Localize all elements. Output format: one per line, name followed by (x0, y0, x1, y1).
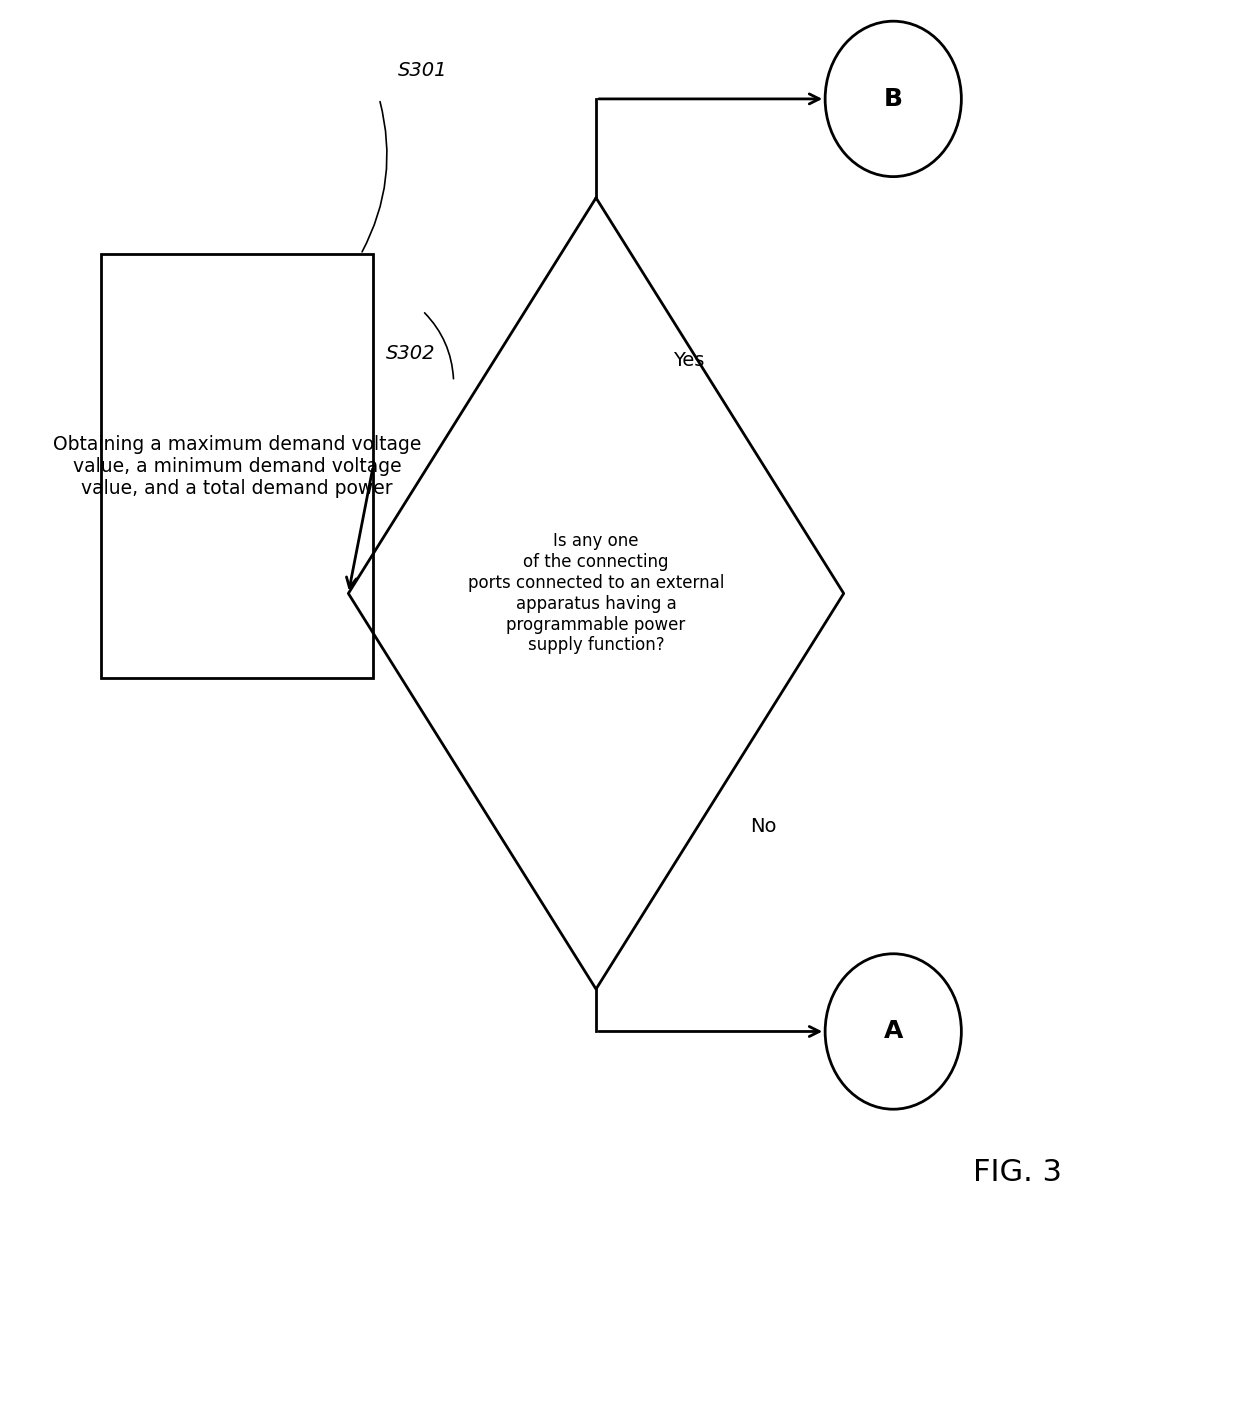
Text: S301: S301 (398, 61, 448, 81)
Text: Is any one
of the connecting
ports connected to an external
apparatus having a
p: Is any one of the connecting ports conne… (467, 533, 724, 654)
Text: FIG. 3: FIG. 3 (972, 1159, 1061, 1187)
FancyBboxPatch shape (100, 254, 373, 678)
Text: B: B (884, 88, 903, 110)
Text: No: No (750, 817, 776, 836)
Text: S302: S302 (386, 343, 435, 363)
Text: Yes: Yes (673, 350, 704, 370)
Text: Obtaining a maximum demand voltage
value, a minimum demand voltage
value, and a : Obtaining a maximum demand voltage value… (53, 435, 422, 497)
Text: A: A (884, 1020, 903, 1043)
